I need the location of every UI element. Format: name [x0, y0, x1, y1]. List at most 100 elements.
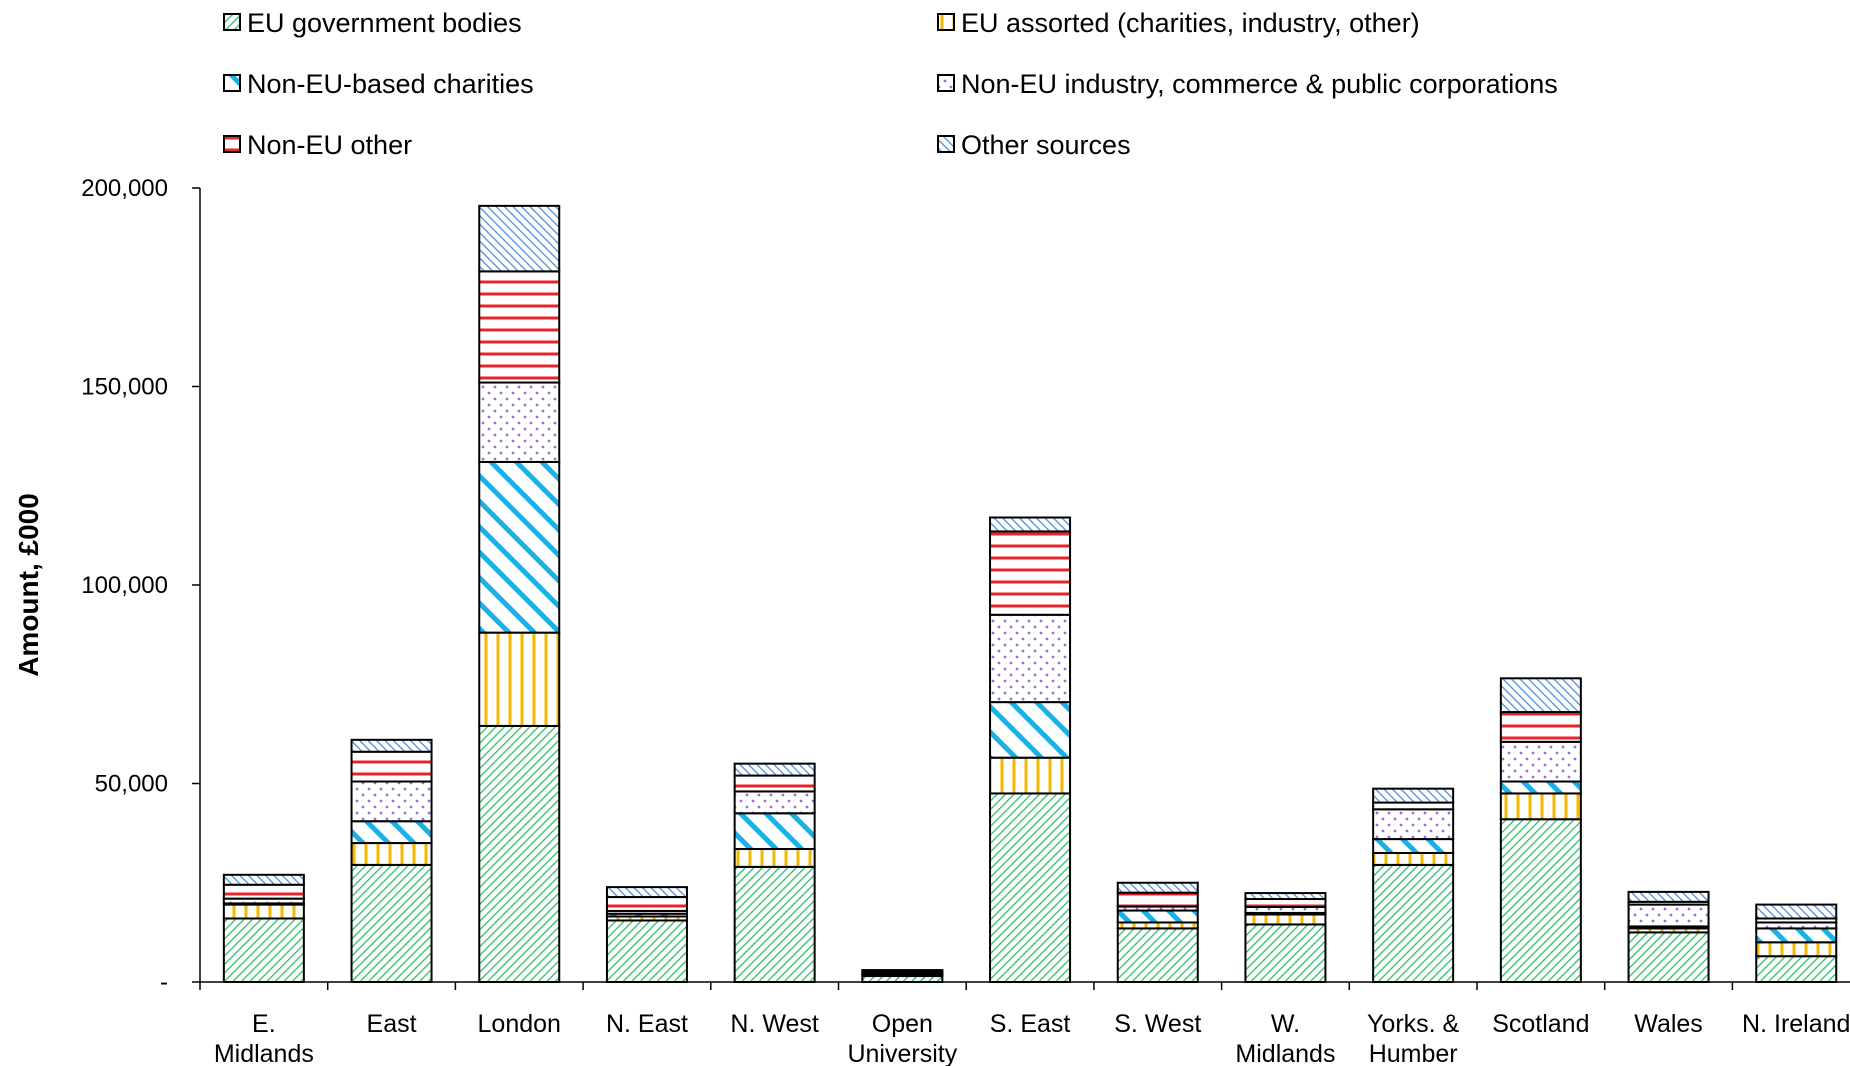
bar-stack [989, 516, 1072, 983]
bar-stack [1244, 892, 1327, 983]
category-label-line: Midlands [1235, 1040, 1335, 1066]
bar-segment [478, 724, 561, 983]
x-axis: E. Midlands East London N. East N. West Open Un… [199, 981, 1850, 1066]
category-label: N. Ireland [1742, 1010, 1850, 1038]
bar-segment [1244, 898, 1327, 908]
bar-stack [1627, 890, 1710, 983]
bar-segment [1499, 792, 1582, 821]
y-axis: - 50,000 100,000 150,000 200,000 [81, 175, 201, 996]
y-tick-label: - [160, 969, 168, 996]
bar-segment [1244, 892, 1327, 901]
legend-item: Non-EU industry, commerce & public corpo… [937, 69, 1558, 99]
bar-stack [1116, 881, 1199, 984]
bar-segment [222, 903, 305, 920]
bar-segment [1372, 801, 1455, 811]
y-tick-label: 200,000 [81, 175, 168, 202]
category-label: Yorks. & Humber [1367, 1010, 1460, 1066]
bar-segment [1627, 890, 1710, 903]
category-label-line: S. East [990, 1010, 1071, 1038]
bar-stack [733, 762, 816, 983]
category-label-line: W. [1271, 1010, 1300, 1038]
category-label: Scotland [1492, 1010, 1589, 1038]
bar-stack [478, 204, 561, 983]
category-label: S. East [990, 1010, 1071, 1038]
legend-label: EU government bodies [247, 8, 522, 38]
legend-label: Non-EU-based charities [247, 69, 534, 99]
category-label-line: N. West [730, 1010, 818, 1038]
bar-stack [1372, 787, 1455, 984]
bar-segment [1755, 941, 1838, 958]
y-tick-label: 150,000 [81, 374, 168, 401]
category-label-line: London [478, 1010, 561, 1038]
y-tick-label: 100,000 [81, 572, 168, 599]
category-label-line: Yorks. & [1367, 1010, 1460, 1038]
bar-segment [1116, 927, 1199, 984]
bar-segment [733, 865, 816, 983]
category-label: N. East [606, 1010, 688, 1038]
category-label-line: Wales [1634, 1010, 1703, 1038]
bar-segment [1372, 851, 1455, 866]
legend-swatch [223, 13, 241, 31]
bar-segment [733, 774, 816, 793]
bar-segment [222, 883, 305, 900]
category-label-line: N. Ireland [1742, 1010, 1850, 1038]
bar-segment [989, 701, 1072, 759]
bar-segment [989, 516, 1072, 533]
category-label: E. Midlands [214, 1010, 314, 1066]
legend-swatch [223, 135, 241, 153]
bar-segment [1755, 955, 1838, 984]
category-label: London [478, 1010, 561, 1038]
bar-segment [478, 381, 561, 463]
bar-segment [1244, 923, 1327, 983]
bar-stack [605, 886, 688, 984]
bar-stack [350, 738, 433, 984]
bar-segment [1627, 931, 1710, 983]
bar-stack [861, 969, 944, 983]
bar-segment [733, 762, 816, 777]
bar-segment [478, 631, 561, 727]
legend-label: Non-EU other [247, 130, 412, 160]
bar-segment [222, 917, 305, 983]
bar-segment [1499, 818, 1582, 983]
bar-segment [1499, 711, 1582, 743]
category-label-line: Humber [1369, 1040, 1458, 1066]
bar-segment [733, 812, 816, 851]
bar-segment [989, 530, 1072, 616]
bar-segment [478, 460, 561, 634]
category-label-line: East [367, 1010, 417, 1038]
category-label: N. West [730, 1010, 818, 1038]
category-label-line: N. East [606, 1010, 688, 1038]
bar-stack [1755, 903, 1838, 984]
y-axis-label: Amount, £000 [13, 493, 44, 677]
bar-segment [350, 738, 433, 753]
bar-segment [1372, 838, 1455, 854]
legend-swatch [223, 74, 241, 92]
bar-segment [989, 756, 1072, 795]
legend-item: EU government bodies [223, 8, 522, 38]
category-label: Wales [1634, 1010, 1703, 1038]
bar-segment [733, 848, 816, 868]
bar-segment [605, 919, 688, 984]
legend-item: Non-EU other [223, 130, 412, 160]
bar-segment [1116, 909, 1199, 924]
legend-item: EU assorted (charities, industry, other) [937, 8, 1420, 38]
legend-label: Non-EU industry, commerce & public corpo… [961, 69, 1558, 99]
category-label: East [367, 1010, 417, 1038]
legend-item: Other sources [937, 130, 1131, 160]
bar-segment [350, 820, 433, 845]
category-label-line: Scotland [1492, 1010, 1589, 1038]
bar-segment [1499, 677, 1582, 714]
bar-segment [1755, 903, 1838, 920]
bar-segment [1116, 891, 1199, 908]
bar-segment [1116, 881, 1199, 894]
bar-segment [1627, 903, 1710, 928]
bar-segment [1372, 863, 1455, 984]
bar-segment [733, 790, 816, 815]
category-label: Open University [847, 1010, 957, 1066]
bar-segment [1372, 787, 1455, 804]
bar-segment [1755, 927, 1838, 944]
category-label: S. West [1114, 1010, 1201, 1038]
bar-segment [989, 613, 1072, 704]
bar-stack [222, 873, 305, 983]
